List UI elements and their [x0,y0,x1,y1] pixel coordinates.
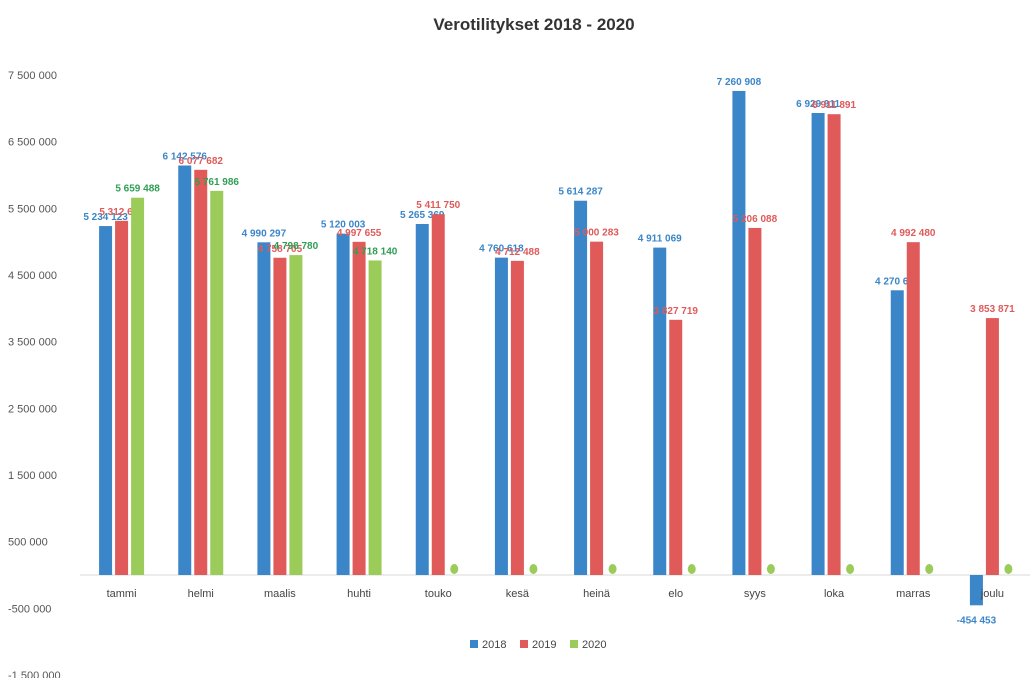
bar-2018-syys [732,90,746,576]
y-tick-label: 7 500 000 [8,70,57,82]
data-label: 5 265 369 [400,210,445,221]
data-label: 4 758 705 [258,244,303,255]
y-tick-label: 6 500 000 [8,137,57,149]
data-label: 7 260 908 [717,77,762,88]
data-label: 4 798 780 [274,241,319,252]
bar-2019-heinä [590,241,604,575]
category-labels: tammi helmi maalis huhti touko kesä heinä elo sy… [107,588,1004,600]
y-tick-label: 2 500 000 [8,403,57,415]
category-label: tammi [107,588,137,600]
data-label: 3 827 719 [654,306,699,317]
zero-marker-2020-touko [450,564,459,574]
bar-2019-kesä [510,260,524,575]
category-label: loka [824,588,845,600]
legend-swatch-2019 [520,640,528,648]
category-label: maalis [264,588,296,600]
bar-2018-marras [890,290,904,575]
zero-marker-2020-heinä [608,564,617,574]
data-label: 3 853 871 [970,304,1015,315]
y-tick-label: -1 500 000 [8,670,61,678]
data-label: 5 659 488 [115,184,160,195]
zero-marker-2020-kesä [529,564,538,574]
bar-2019-marras [906,242,920,575]
bar-2018-loka [811,113,825,576]
category-label: touko [425,588,452,600]
y-tick-label: 1 500 000 [8,470,57,482]
bar-2019-huhti [352,241,366,575]
data-label: 5 761 986 [195,177,240,188]
bar-2019-helmi [194,169,208,575]
bar-2019-loka [827,114,841,575]
chart-title: Verotilitykset 2018 - 2020 [433,15,634,34]
bar-2018-touko [415,223,429,575]
y-axis: 7 500 000 6 500 000 5 500 000 4 500 000 3 50… [8,70,61,678]
bar-2019-tammi [115,220,129,576]
category-label: syys [744,588,767,600]
zero-marker-2020-joulu [1004,564,1013,574]
data-label: 4 997 655 [337,228,382,239]
category-label: kesä [506,588,530,600]
y-tick-label: 3 500 000 [8,337,57,349]
bar-2018-elo [653,247,667,575]
y-tick-label: 5 500 000 [8,203,57,215]
legend-label: 2019 [532,639,556,651]
bar-2020-tammi [131,197,145,575]
bar-2018-joulu [969,575,983,606]
bar-2020-helmi [210,190,224,575]
data-label: 6 911 891 [812,100,856,111]
bar-2019-joulu [985,318,999,575]
data-label: 4 270 670 [875,276,920,287]
data-label: 6 077 682 [179,156,224,167]
y-tick-label: 500 000 [8,537,48,549]
data-label: 4 760 618 [479,244,524,255]
category-label: heinä [583,588,611,600]
zero-marker-2020-marras [925,564,934,574]
data-label: 4 992 480 [891,228,936,239]
y-tick-label: -500 000 [8,603,51,615]
bar-2019-maalis [273,257,287,575]
data-label: 4 911 069 [638,234,682,245]
data-label: 6 929 911 [796,99,840,110]
bar-2018-maalis [257,242,271,575]
data-label: 5 614 287 [558,187,603,198]
data-label: 4 990 297 [242,228,287,239]
y-tick-label: 4 500 000 [8,270,57,282]
category-label: elo [668,588,683,600]
bar-2018-kesä [494,257,508,575]
category-label: joulu [980,588,1004,600]
category-label: marras [896,588,931,600]
data-label: 5 120 003 [321,220,366,231]
bar-2018-heinä [574,200,588,575]
bar-2018-tammi [99,226,113,575]
data-label: 5 312 684 [99,207,144,218]
legend-label: 2020 [582,639,606,651]
data-label: 5 411 750 [416,200,460,211]
zero-marker-2020-syys [766,564,775,574]
bar-2020-maalis [289,255,303,575]
zero-marker-2020-elo [687,564,696,574]
zero-marker-2020-loka [846,564,855,574]
bar-2018-huhti [336,233,350,575]
legend-label: 2018 [482,639,506,651]
bar-2019-elo [669,319,683,575]
bar-2019-syys [748,227,762,575]
legend-swatch-2020 [570,640,578,648]
data-label: -454 453 [957,615,997,626]
data-label: 4 718 140 [353,246,398,257]
bar-2018-helmi [178,165,192,575]
legend-swatch-2018 [470,640,478,648]
legend: 2018 2019 2020 [470,639,606,651]
category-label: huhti [347,588,371,600]
data-label: 6 142 576 [163,151,208,162]
category-label: helmi [188,588,214,600]
bar-2019-touko [431,214,445,575]
bar-2020-huhti [368,260,382,575]
data-label: 5 000 283 [574,228,619,239]
data-label: 5 206 088 [733,214,778,225]
data-label: 4 712 488 [495,247,540,258]
data-label: 5 234 123 [83,212,128,223]
